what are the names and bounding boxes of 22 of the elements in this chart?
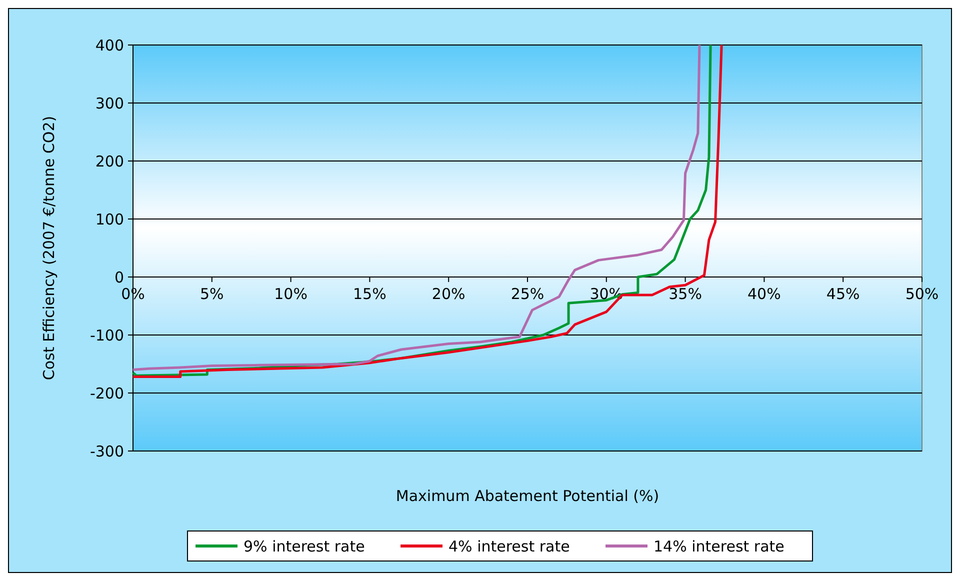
y-tick-label: 200: [95, 152, 124, 170]
x-tick-label: 25%: [510, 285, 544, 303]
x-tick-label: 35%: [668, 285, 702, 303]
x-tick-label: 5%: [200, 285, 224, 303]
x-tick-label: 50%: [905, 285, 939, 303]
x-axis-title: Maximum Abatement Potential (%): [396, 487, 660, 505]
legend-label: 9% interest rate: [244, 537, 365, 556]
legend-label: 4% interest rate: [448, 537, 570, 556]
y-tick-label: 0: [114, 268, 124, 286]
x-tick-label: 45%: [826, 285, 860, 303]
y-tick-label: -100: [90, 326, 124, 344]
x-tick-label: 15%: [353, 285, 386, 303]
x-tick-label: 40%: [748, 285, 781, 303]
x-tick-label: 20%: [432, 285, 466, 303]
legend-label: 14% interest rate: [654, 537, 784, 556]
y-axis-title: Cost Efficiency (2007 €/tonne CO2): [40, 116, 58, 380]
x-tick-label: 10%: [274, 285, 308, 303]
y-tick-label: -200: [90, 384, 124, 402]
y-tick-label: 300: [95, 94, 124, 112]
y-tick-label: 400: [95, 36, 124, 54]
y-tick-label: -300: [90, 442, 124, 460]
y-tick-label: 100: [95, 210, 124, 228]
